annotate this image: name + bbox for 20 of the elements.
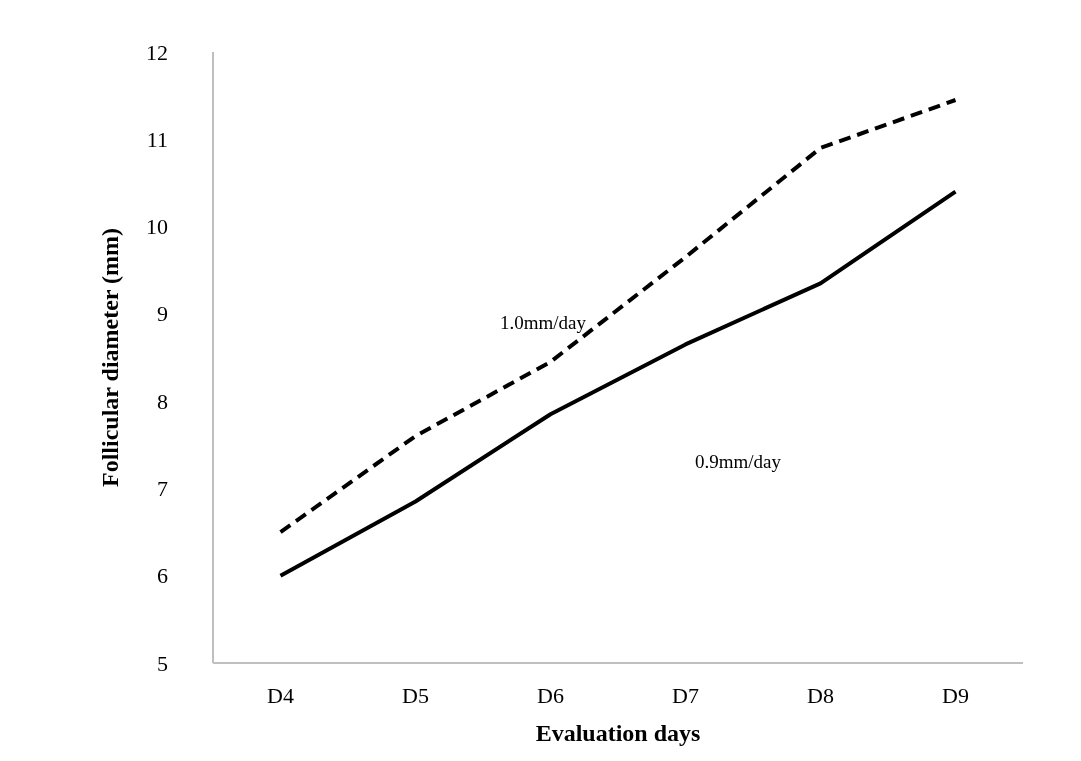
y-tick-label: 6 xyxy=(157,563,168,589)
y-tick-label: 10 xyxy=(146,214,168,240)
y-tick-label: 9 xyxy=(157,301,168,327)
x-tick-label: D8 xyxy=(807,683,834,708)
x-tick-label: D9 xyxy=(942,683,969,708)
x-tick-label: D5 xyxy=(402,683,429,708)
line-series xyxy=(278,98,958,535)
x-tick-label: D7 xyxy=(672,683,699,708)
annotation: 1.0mm/day xyxy=(499,311,587,333)
y-tick-label: 12 xyxy=(146,39,168,65)
x-axis-title: Evaluation days xyxy=(535,720,701,746)
y-tick-label: 5 xyxy=(157,650,168,676)
annotation: 0.9mm/day xyxy=(694,450,782,472)
y-axis-title: Follicular diameter (mm) xyxy=(97,227,123,488)
x-tick-label: D6 xyxy=(537,683,564,708)
line-series xyxy=(278,189,958,578)
y-tick-label: 8 xyxy=(157,388,168,414)
x-tick-label: D4 xyxy=(267,683,294,708)
y-tick-label: 7 xyxy=(157,475,168,501)
y-tick-label: 11 xyxy=(146,126,168,152)
